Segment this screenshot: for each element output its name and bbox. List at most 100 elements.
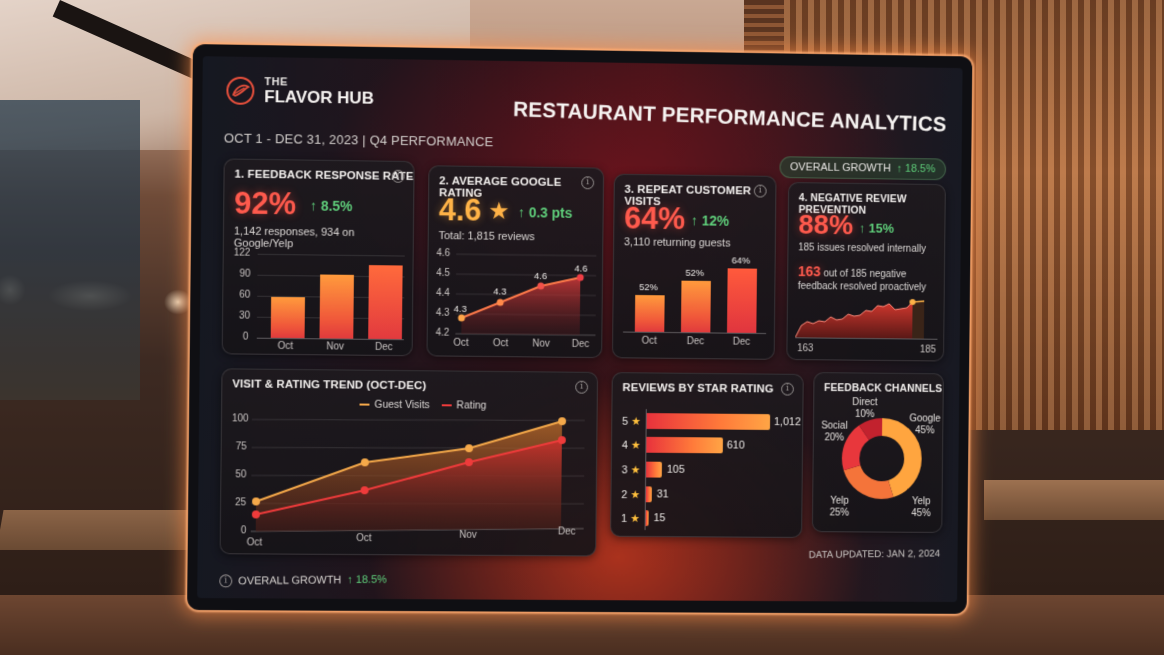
kpi-delta: ↑ 12% bbox=[690, 212, 730, 229]
kpi-value: 88% bbox=[798, 208, 854, 241]
overall-growth-badge: OVERALL GROWTH ↑ 18.5% bbox=[779, 156, 947, 181]
display-monitor: THE FLAVOR HUB OCT 1 - DEC 31, 2023 | Q4… bbox=[187, 44, 973, 614]
card-visit-rating-trend: VISIT & RATING TREND (OCT-DEC) i Guest V… bbox=[219, 368, 599, 557]
bar-2-star[interactable] bbox=[645, 486, 652, 503]
page-title: RESTAURANT PERFORMANCE ANALYTICS bbox=[512, 98, 947, 137]
x-tick: Nov bbox=[459, 529, 477, 541]
card-title: VISIT & RATING TREND (OCT-DEC) bbox=[232, 378, 427, 393]
kpi-subtext: Total: 1,815 reviews bbox=[438, 230, 535, 244]
trend-line-chart bbox=[251, 410, 585, 542]
flavor-hub-logo-icon bbox=[226, 76, 255, 105]
bar-dec-2[interactable] bbox=[726, 268, 757, 333]
bar-5-star[interactable] bbox=[646, 413, 771, 430]
data-label: 4.3 bbox=[493, 286, 507, 298]
label-social: Social 20% bbox=[821, 420, 848, 443]
label-direct: Direct 10% bbox=[852, 397, 878, 420]
info-icon[interactable]: i bbox=[581, 176, 595, 190]
card-feedback-response-rate: 1. FEEDBACK RESPONSE RATE i 92% ↑ 8.5% 1… bbox=[221, 158, 415, 357]
label-google: Google 45% bbox=[909, 413, 941, 436]
star-label-5: 5 ★ bbox=[622, 415, 641, 428]
y-tick: 122 bbox=[233, 247, 251, 259]
bar-value: 610 bbox=[726, 439, 745, 452]
bar-1-star[interactable] bbox=[645, 510, 649, 527]
y-tick: 60 bbox=[239, 289, 251, 301]
data-label: 4.6 bbox=[533, 271, 548, 283]
legend-rating[interactable]: Rating bbox=[441, 399, 487, 412]
star-label-4: 4 ★ bbox=[621, 439, 641, 452]
star-icon: ★ bbox=[488, 197, 510, 225]
y-tick: 75 bbox=[235, 441, 247, 453]
rating-area-plot bbox=[455, 248, 596, 339]
data-updated-timestamp: DATA UPDATED: JAN 2, 2024 bbox=[808, 548, 941, 561]
kpi-delta: ↑ 8.5% bbox=[309, 197, 353, 215]
kpi-subtext: 3,110 returning guests bbox=[623, 236, 731, 250]
bars bbox=[257, 254, 405, 340]
growth-label: OVERALL GROWTH bbox=[789, 161, 891, 175]
bar-value: 105 bbox=[666, 463, 685, 476]
card-negative-review-prevention: 4. NEGATIVE REVIEW PREVENTION 88% ↑ 15% … bbox=[786, 182, 946, 362]
y-tick: 4.3 bbox=[435, 307, 450, 319]
info-icon[interactable]: i bbox=[781, 382, 794, 396]
card-repeat-customer-visits: 3. REPEAT CUSTOMER VISITS i 64% ↑ 12% 3,… bbox=[611, 173, 777, 360]
response-bar-chart: 122 90 60 30 0 Oct Nov Dec bbox=[233, 247, 405, 354]
y-tick: 0 bbox=[242, 331, 249, 343]
prevention-area-chart bbox=[795, 292, 938, 341]
y-tick: 30 bbox=[238, 310, 251, 322]
x-tick: Oct bbox=[641, 335, 657, 347]
x-tick: Dec bbox=[374, 341, 393, 354]
star-label-2: 2 ★ bbox=[621, 489, 641, 502]
x-tick: Oct bbox=[277, 340, 294, 353]
info-icon[interactable]: i bbox=[575, 380, 589, 394]
kpi-value: 64% bbox=[624, 200, 686, 237]
report-period: OCT 1 - DEC 31, 2023 | Q4 PERFORMANCE bbox=[223, 130, 494, 150]
kpi-value: 4.6 bbox=[438, 192, 482, 228]
y-tick: 25 bbox=[235, 497, 247, 509]
window bbox=[0, 100, 140, 400]
x-tick: Oct bbox=[492, 338, 509, 350]
bar-dec-1[interactable] bbox=[680, 280, 711, 333]
info-icon[interactable]: i bbox=[391, 169, 405, 183]
y-tick: 4.2 bbox=[435, 327, 450, 339]
card-title: FEEDBACK CHANNELS bbox=[824, 382, 943, 395]
bar-3-star[interactable] bbox=[646, 461, 662, 478]
bar-4-star[interactable] bbox=[646, 436, 723, 454]
info-icon[interactable]: i bbox=[219, 574, 233, 588]
dashboard-screen: THE FLAVOR HUB OCT 1 - DEC 31, 2023 | Q4… bbox=[197, 56, 963, 603]
card-average-google-rating: 2. AVERAGE GOOGLE RATING i 4.6 ★ ↑ 0.3 p… bbox=[426, 165, 605, 359]
bar-oct[interactable] bbox=[270, 296, 305, 339]
y-tick: 0 bbox=[240, 525, 247, 537]
label-yelp-25: Yelp 25% bbox=[829, 495, 850, 519]
card-feedback-channels: FEEDBACK CHANNELS Direct 10% Google 45% … bbox=[811, 372, 944, 533]
card-reviews-by-star-rating: REVIEWS BY STAR RATING i 5 ★ 1,012 4 ★ 6… bbox=[610, 372, 804, 538]
bar-dec[interactable] bbox=[368, 265, 403, 340]
bar-nov[interactable] bbox=[319, 274, 354, 339]
bar-oct[interactable] bbox=[634, 294, 665, 332]
y-tick: 4.5 bbox=[436, 267, 451, 279]
data-label: 64% bbox=[731, 255, 751, 267]
y-tick: 90 bbox=[239, 268, 251, 280]
card-title: REVIEWS BY STAR RATING bbox=[622, 382, 774, 396]
x-tick: Oct bbox=[356, 533, 372, 545]
table-left bbox=[0, 510, 204, 550]
footer-growth-label: OVERALL GROWTH bbox=[238, 573, 342, 587]
resolved-text-1: out of 185 negative bbox=[820, 268, 907, 281]
info-icon[interactable]: i bbox=[753, 184, 767, 198]
star-label-3: 3 ★ bbox=[621, 464, 641, 477]
repeat-bar-chart: 52% 52% 64% Oct Dec Dec bbox=[623, 255, 767, 355]
brand-logo: THE FLAVOR HUB bbox=[224, 75, 374, 109]
legend-guest-visits[interactable]: Guest Visits bbox=[359, 399, 430, 411]
x-tick: Dec bbox=[571, 338, 590, 351]
x-tick: Dec bbox=[557, 526, 576, 538]
bar-value: 31 bbox=[656, 488, 669, 501]
y-tick: 4.4 bbox=[435, 287, 450, 299]
x-tick: Oct bbox=[453, 337, 469, 349]
resolved-summary: 163 out of 185 negative feedback resolve… bbox=[798, 262, 927, 294]
data-label: 4.6 bbox=[574, 263, 588, 275]
bar-value: 1,012 bbox=[773, 416, 801, 429]
x-tick: Dec bbox=[732, 336, 751, 348]
chart-legend: Guest Visits Rating bbox=[359, 399, 487, 412]
x-tick: Dec bbox=[686, 336, 705, 348]
star-label-1: 1 ★ bbox=[621, 512, 640, 526]
data-label: 52% bbox=[685, 267, 705, 279]
footer-growth-value: ↑ 18.5% bbox=[347, 573, 387, 586]
